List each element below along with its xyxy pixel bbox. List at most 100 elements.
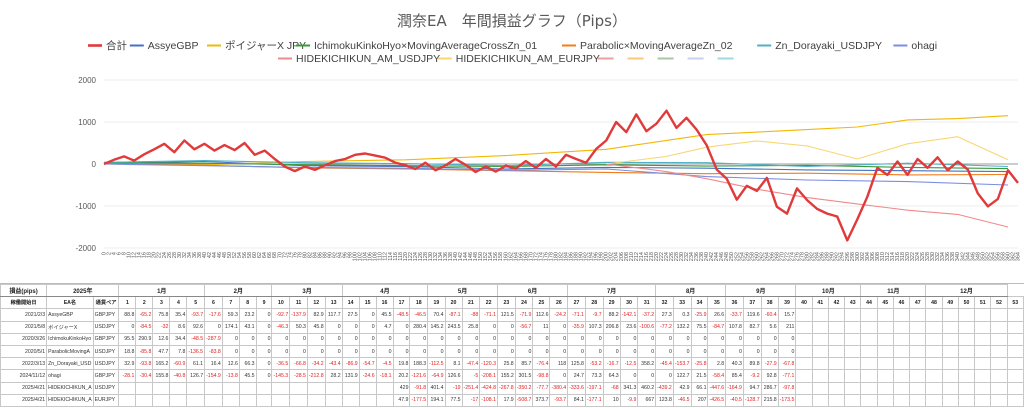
week-number: 25 <box>532 296 551 310</box>
row-value <box>118 381 137 395</box>
row-value <box>795 320 813 334</box>
x-tick-label: 88 <box>322 252 328 258</box>
row-value: 47.7 <box>152 344 171 359</box>
row-value: 0 <box>271 344 291 359</box>
x-tick-label: 56 <box>242 252 248 258</box>
row-value: 0 <box>358 320 377 334</box>
row-value: -87.1 <box>444 308 463 322</box>
row-value <box>795 369 813 383</box>
row-value: 0 <box>549 320 569 334</box>
row-value: 117.7 <box>324 308 343 322</box>
week-number: 18 <box>409 296 429 310</box>
month-header: 3月 <box>271 284 343 298</box>
series-line-5 <box>103 160 1009 168</box>
row-pair: USDJPY <box>92 320 120 334</box>
row-value: 82.7 <box>742 320 762 334</box>
row-value <box>957 308 976 322</box>
col-start-date: 稼働開始日 <box>0 296 48 310</box>
row-value <box>925 344 943 359</box>
row-value: -287.9 <box>204 332 223 346</box>
x-tick-label: 350 <box>980 252 986 261</box>
row-value: 59.3 <box>221 308 240 322</box>
row-value: 94.7 <box>742 381 762 395</box>
row-value: -93.7 <box>186 308 206 322</box>
row-value: -18.1 <box>375 369 394 383</box>
row-value <box>974 308 992 322</box>
x-tick-label: 262 <box>759 252 765 261</box>
x-tick-label: 194 <box>589 252 595 261</box>
x-tick-label: 314 <box>890 252 896 261</box>
row-value <box>169 393 188 407</box>
row-value: 0 <box>341 320 360 334</box>
week-number: 4 <box>169 296 188 310</box>
row-value <box>974 357 992 371</box>
row-value: -91.8 <box>409 381 429 395</box>
row-value: -164.9 <box>725 381 744 395</box>
x-tick-label: 328 <box>925 252 931 261</box>
row-ea-name: ParabolicMovingA <box>46 344 94 359</box>
row-value: 155.8 <box>152 369 171 383</box>
row-value: 0 <box>427 332 446 346</box>
row-value <box>860 320 878 334</box>
row-value: -177.5 <box>409 393 429 407</box>
x-tick-label: 232 <box>684 252 690 261</box>
row-value <box>909 320 927 334</box>
row-value: 429 <box>392 381 411 395</box>
row-value <box>941 393 959 407</box>
x-tick-label: 154 <box>488 252 494 261</box>
row-value <box>135 381 154 395</box>
week-number: 3 <box>152 296 171 310</box>
row-value: 15.7 <box>777 308 797 322</box>
row-value: -145.3 <box>271 369 291 383</box>
x-tick-label: 220 <box>654 252 660 261</box>
row-value: -71.1 <box>479 308 498 322</box>
row-value <box>957 344 976 359</box>
y-tick-label: 1000 <box>78 118 96 127</box>
x-tick-label: 280 <box>805 252 811 261</box>
row-value: 401.4 <box>427 381 446 395</box>
row-value: 20.2 <box>392 369 411 383</box>
x-tick-label: 166 <box>518 252 524 261</box>
row-value: -424.8 <box>479 381 498 395</box>
x-tick-label: 364 <box>1016 252 1022 261</box>
table-year: 2025年 <box>46 284 120 298</box>
row-value: 23.6 <box>619 320 639 334</box>
week-number: 35 <box>707 296 727 310</box>
row-value: 43.1 <box>238 320 257 334</box>
row-value: 0 <box>690 344 709 359</box>
row-value: 5.6 <box>760 320 779 334</box>
week-number: 19 <box>427 296 446 310</box>
row-value: 27.3 <box>655 308 674 322</box>
row-value <box>990 332 1008 346</box>
row-value: -12.5 <box>619 357 639 371</box>
x-tick-label: 182 <box>559 252 565 261</box>
row-value: 0 <box>461 344 481 359</box>
row-value: -153.7 <box>672 357 692 371</box>
row-value: -83.8 <box>204 344 223 359</box>
row-value <box>941 308 959 322</box>
row-value: 0 <box>672 332 692 346</box>
row-value: 286.7 <box>760 381 779 395</box>
row-value: 0 <box>725 344 744 359</box>
row-value <box>375 393 394 407</box>
row-ea-name: Zn_Dorayaki_USD <box>46 357 94 371</box>
row-value: -17.6 <box>204 308 223 322</box>
row-value: -46.3 <box>271 320 291 334</box>
x-tick-label: 356 <box>995 252 1001 261</box>
week-number: 53 <box>1006 296 1024 310</box>
row-value: 0 <box>255 369 273 383</box>
row-value: -45.4 <box>655 357 674 371</box>
row-value <box>941 320 959 334</box>
row-value: 0 <box>672 344 692 359</box>
row-value: -100.6 <box>637 320 657 334</box>
row-ea-name: ohagi <box>46 369 94 383</box>
row-value: -137.9 <box>289 308 308 322</box>
row-value: 0 <box>375 344 394 359</box>
chart-svg: 潤奈EA 年間損益グラフ（Pips） 合計 AssyeGBP ポイジャーX JPY I… <box>76 12 1022 261</box>
x-tick-label: 320 <box>905 252 911 261</box>
x-tick-label: 190 <box>579 252 585 261</box>
x-tick-label: 270 <box>779 252 785 261</box>
row-value: 0 <box>584 332 604 346</box>
row-value: 107.3 <box>584 320 604 334</box>
x-tick-label: 238 <box>699 252 705 261</box>
